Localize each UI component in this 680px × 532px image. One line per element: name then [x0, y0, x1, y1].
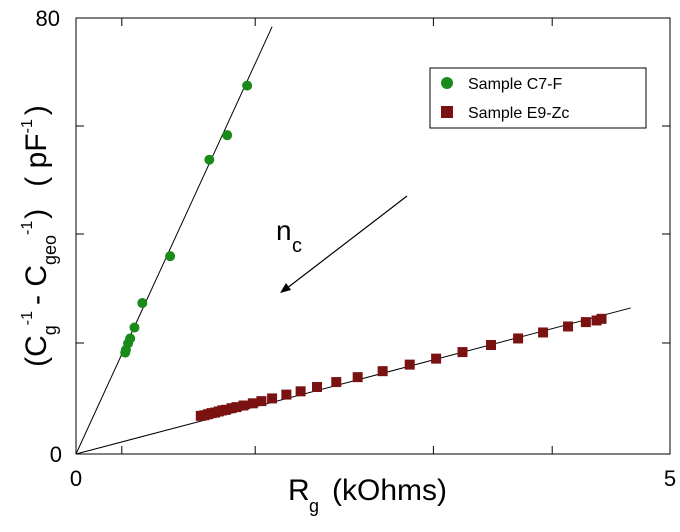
fit-line-0	[75, 26, 273, 455]
data-point-e9zc-7	[220, 404, 231, 415]
legend-marker-e9zc	[441, 106, 453, 118]
data-point-c7f-4	[129, 322, 140, 333]
legend-label-e9zc: Sample E9-Zc	[468, 105, 569, 122]
data-markers	[120, 80, 607, 421]
axis-ticks	[76, 18, 670, 454]
data-point-c7f-7	[204, 154, 215, 165]
legend: Sample C7-F Sample E9-Zc	[429, 67, 647, 129]
data-point-e9zc-27	[580, 317, 591, 328]
y-tick-label-bottom: 0	[50, 442, 62, 467]
y-axis-title: (Cg-1- Cgeo-1)( pF-1)	[19, 105, 60, 367]
data-point-e9zc-19	[377, 366, 388, 377]
legend-label-c7f: Sample C7-F	[468, 76, 562, 93]
data-point-e9zc-17	[331, 377, 342, 388]
data-point-c7f-9	[242, 80, 253, 91]
y-tick-label-top: 80	[36, 6, 60, 31]
annotation-arrow-head	[280, 283, 291, 293]
y-title-sub1: g	[40, 325, 60, 335]
data-point-c7f-8	[222, 130, 233, 141]
data-point-e9zc-11	[247, 398, 258, 409]
data-point-e9zc-13	[267, 393, 278, 404]
data-point-e9zc-20	[404, 359, 415, 370]
annotation-subscript: c	[292, 235, 302, 257]
x-axis-title-unit: (kOhms)	[332, 474, 447, 507]
x-axis-title-sub: g	[309, 496, 319, 516]
data-point-e9zc-15	[295, 386, 306, 397]
annotation-label: n	[276, 215, 292, 246]
y-title-unit-close: )	[20, 105, 53, 115]
y-title-unit-sup: -1	[19, 119, 36, 133]
data-point-e9zc-12	[256, 396, 267, 407]
data-point-e9zc-22	[457, 347, 468, 358]
data-point-e9zc-16	[312, 381, 323, 392]
y-title-close: )	[20, 209, 53, 219]
y-title-open: (C	[20, 335, 53, 367]
x-tick-label-left: 0	[70, 466, 82, 491]
y-title-sup1: -1	[19, 311, 36, 325]
data-point-e9zc-10	[238, 400, 249, 411]
annotation-arrow-shaft	[281, 195, 408, 293]
data-point-e9zc-26	[563, 321, 574, 332]
x-axis-title: R g (kOhms)	[288, 474, 447, 516]
data-point-c7f-5	[137, 298, 148, 309]
data-point-e9zc-9	[231, 402, 242, 413]
x-tick-label-right: 5	[664, 466, 676, 491]
y-title-sub2: geo	[40, 235, 60, 265]
data-point-e9zc-24	[513, 333, 524, 344]
data-point-e9zc-18	[352, 372, 363, 383]
y-title-unit-open: ( pF	[20, 133, 53, 186]
y-title-sup2: -1	[19, 221, 36, 235]
plot-frame	[75, 17, 671, 455]
data-point-e9zc-25	[538, 327, 549, 338]
data-point-c7f-3	[125, 333, 136, 344]
data-point-e9zc-29	[596, 313, 607, 324]
y-axis-title-text: (Cg-1- Cgeo-1)( pF-1)	[19, 105, 60, 367]
data-point-e9zc-21	[431, 353, 442, 364]
legend-box	[429, 67, 647, 129]
data-point-e9zc-14	[281, 389, 292, 400]
data-point-e9zc-23	[486, 340, 497, 350]
legend-marker-c7f	[441, 77, 453, 89]
data-point-c7f-6	[165, 251, 176, 262]
y-title-minus: - C	[20, 265, 53, 305]
nc-annotation: n c	[276, 195, 408, 293]
x-axis-title-main: R	[288, 474, 310, 507]
